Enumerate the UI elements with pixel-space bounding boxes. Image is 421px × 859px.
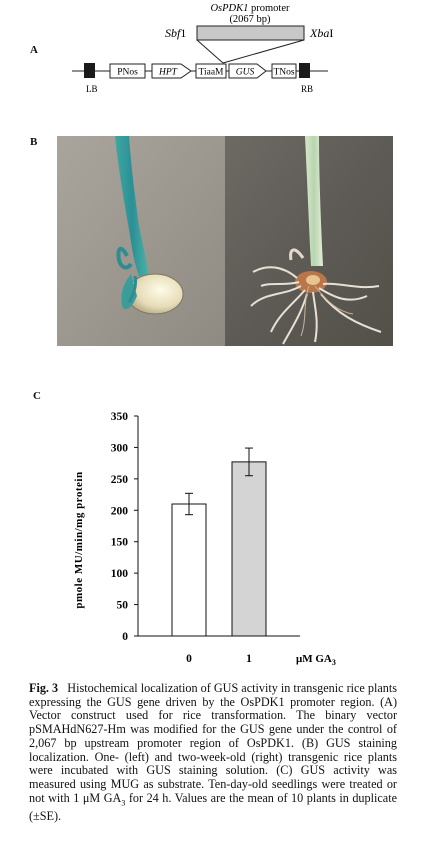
y-tick-label: 250 bbox=[111, 474, 129, 486]
bars bbox=[171, 447, 267, 637]
gus-arrow bbox=[228, 63, 267, 79]
one-week-seedling-photo bbox=[57, 136, 225, 346]
sbf1-site-label: Sbf1 bbox=[165, 26, 186, 40]
tnos-label: TNos bbox=[273, 68, 294, 78]
vector-construct-diagram: OsPDK1 promoter (2067 bp) Sbf1 XbaI LB P… bbox=[72, 3, 333, 94]
figure-caption: Fig. 3 Histochemical localization of GUS… bbox=[29, 681, 397, 823]
stained-root-base bbox=[121, 274, 137, 310]
gus-staining-photo-pair bbox=[57, 136, 393, 346]
y-tick-label: 100 bbox=[111, 568, 129, 580]
tiaam-label: TiaaM bbox=[199, 68, 225, 78]
panel-b-gus-staining-photos bbox=[57, 136, 393, 346]
insertion-line-left bbox=[196, 39, 224, 64]
promoter-box bbox=[196, 25, 305, 41]
bar-0 bbox=[171, 503, 207, 637]
two-week-seedling-photo bbox=[225, 136, 393, 346]
y-tick-label: 300 bbox=[111, 442, 129, 454]
x-tick-label-1: 1 bbox=[246, 653, 252, 665]
lb-label: LB bbox=[86, 84, 98, 94]
rb-border bbox=[299, 63, 310, 78]
y-tick-label: 150 bbox=[111, 537, 129, 549]
pnos-label: PNos bbox=[117, 68, 138, 78]
panel-c-label: C bbox=[33, 390, 41, 402]
roots-right bbox=[250, 266, 382, 345]
hpt-arrow bbox=[151, 63, 192, 79]
bar-1 bbox=[231, 461, 267, 637]
gus-label: GUS bbox=[236, 68, 255, 78]
y-axis: 0 50 100 150 200 250 300 350 bbox=[111, 411, 139, 643]
pnos-box bbox=[109, 63, 146, 79]
y-tick-label: 50 bbox=[117, 600, 129, 612]
tnos-box bbox=[271, 63, 297, 79]
rb-label: RB bbox=[301, 84, 313, 94]
y-axis-label: pmole MU/min/mg protein bbox=[73, 471, 85, 608]
hpt-label: HPT bbox=[158, 68, 178, 78]
stained-shoot bbox=[115, 136, 149, 276]
caption-text: Histochemical localization of GUS activi… bbox=[29, 681, 397, 823]
lb-border bbox=[84, 63, 95, 78]
figure-number: Fig. 3 bbox=[29, 681, 59, 695]
tiaam-box bbox=[195, 63, 227, 79]
panel-a-vector-construct: A OsPDK1 promoter (2067 bp) Sbf1 XbaI LB… bbox=[0, 0, 421, 100]
y-tick-label: 350 bbox=[111, 411, 129, 423]
promoter-title: OsPDK1 promoter bbox=[210, 3, 290, 14]
stained-leaf bbox=[116, 246, 133, 270]
promoter-length: (2067 bp) bbox=[229, 14, 271, 25]
shoot-right bbox=[305, 136, 323, 266]
x-axis-label: μM GA3 bbox=[296, 653, 336, 667]
y-tick-label: 200 bbox=[111, 505, 129, 517]
panel-a-label: A bbox=[30, 44, 38, 56]
insertion-line-right bbox=[222, 39, 305, 64]
xbai-site-label: XbaI bbox=[309, 26, 333, 40]
x-tick-label-0: 0 bbox=[186, 653, 192, 665]
panel-b-label: B bbox=[30, 136, 38, 148]
y-tick-label: 0 bbox=[122, 631, 128, 643]
